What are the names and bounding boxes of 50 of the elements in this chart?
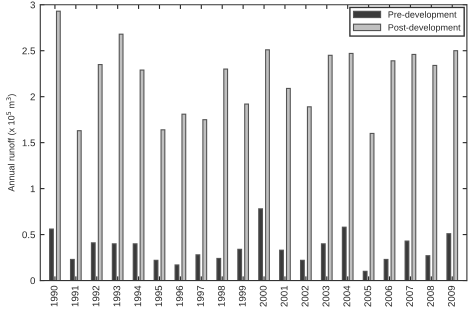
x-tick-label: 1995	[155, 286, 162, 306]
y-tick-label: 1	[30, 185, 35, 192]
bar	[56, 10, 61, 281]
bar	[223, 68, 228, 281]
x-tick-label: 2005	[364, 286, 372, 307]
bar	[328, 54, 333, 281]
x-tick-label: 1990	[50, 286, 58, 306]
x-tick-label: 2003	[322, 286, 330, 307]
bar	[244, 103, 250, 281]
bar	[160, 129, 166, 281]
x-tick-label: 2004	[343, 286, 350, 307]
bar	[98, 64, 103, 281]
x-tick-label: 1992	[92, 286, 100, 306]
x-tick-label: 2000	[260, 286, 267, 307]
bar	[432, 64, 438, 281]
y-tick-label: 1.5	[22, 139, 36, 146]
x-tick-label: 2007	[406, 286, 414, 307]
bar	[390, 60, 396, 281]
y-axis-title: Annual runoff (x 10$^{5}$ m$^{3}$)	[6, 94, 16, 192]
y-tick-label: 0	[30, 277, 36, 284]
x-tick-label: 1998	[218, 286, 225, 306]
bar	[118, 34, 124, 281]
bar	[306, 106, 312, 281]
x-tick-label: 1996	[176, 286, 184, 306]
bar	[181, 114, 186, 281]
bar	[202, 119, 208, 281]
bar	[140, 69, 144, 281]
bar	[370, 132, 374, 281]
x-tick-label: 1991	[72, 286, 78, 306]
x-tick-label: 1997	[197, 286, 204, 306]
bar	[265, 49, 270, 281]
x-tick-label: 2001	[280, 286, 288, 307]
x-tick-label: 1993	[113, 286, 120, 306]
bar	[76, 130, 82, 281]
x-tick-label: 2002	[302, 286, 308, 307]
bar	[453, 50, 458, 281]
x-tick-label: 2009	[448, 286, 455, 307]
bar	[348, 52, 354, 281]
x-tick-label: 2006	[385, 286, 392, 307]
y-tick-label: 0.5	[22, 231, 36, 238]
legend-label: Post-development	[388, 24, 461, 32]
bar	[411, 54, 416, 281]
bar	[286, 88, 291, 281]
y-tick-label: 2	[30, 93, 35, 100]
x-tick-label: 1994	[134, 286, 142, 306]
y-tick-label: 3	[30, 1, 35, 8]
x-tick-label: 2008	[427, 286, 434, 307]
y-tick-label: 2.5	[22, 47, 36, 54]
legend-label: Pre-development	[388, 11, 456, 20]
x-tick-label: 1999	[238, 286, 246, 306]
